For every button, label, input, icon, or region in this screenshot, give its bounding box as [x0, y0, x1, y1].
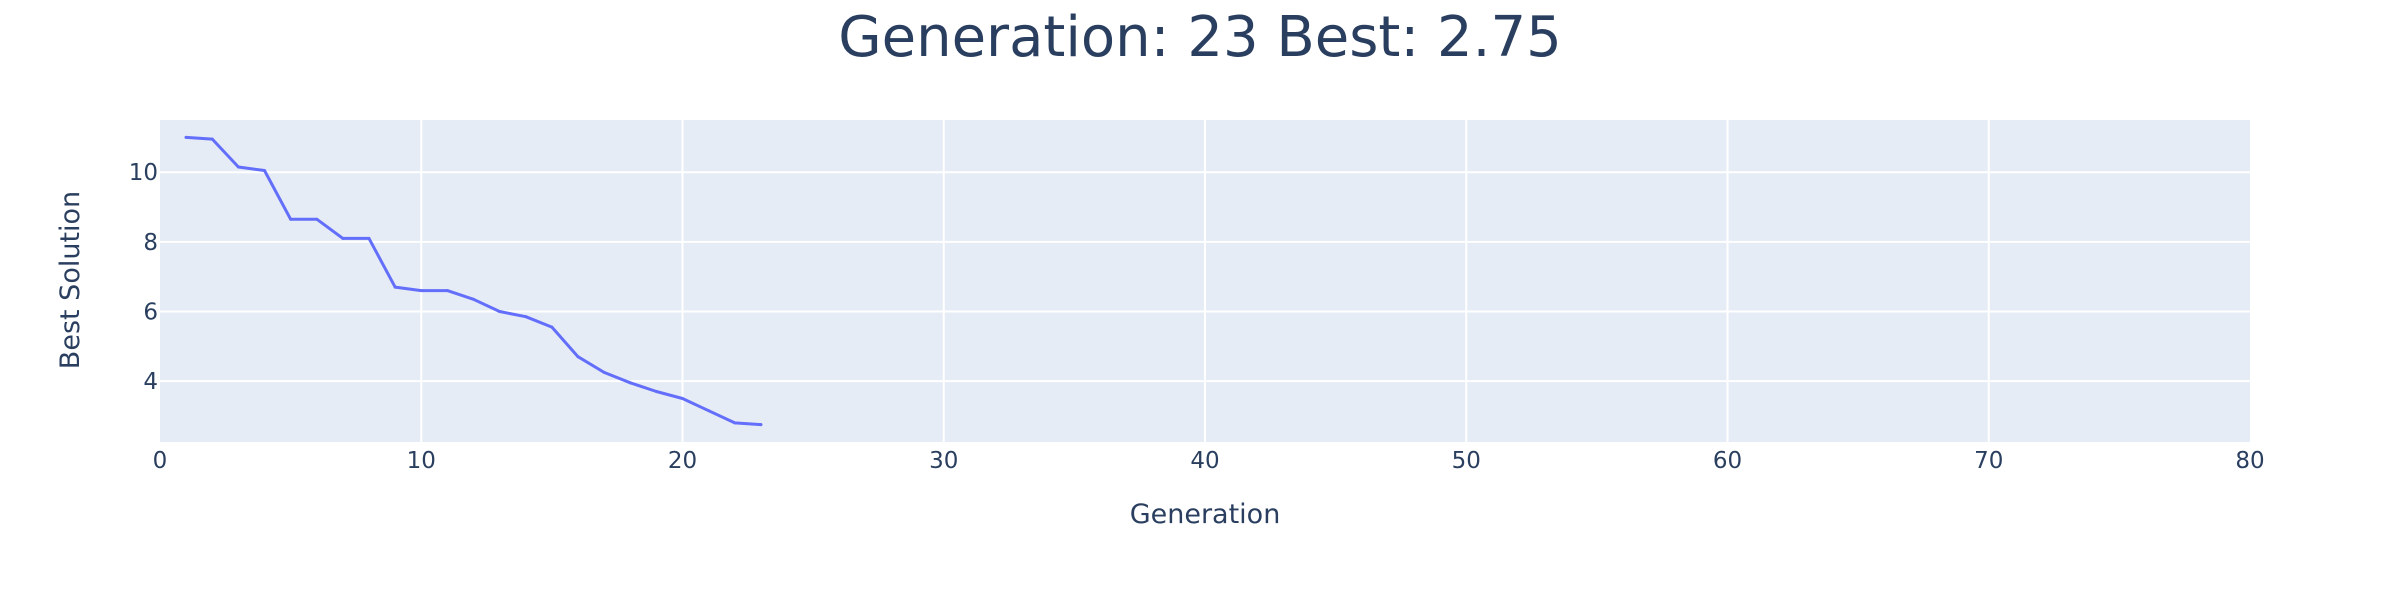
x-tick-label: 80 [2235, 448, 2264, 474]
data-point [759, 423, 763, 427]
data-point [341, 236, 345, 240]
tick-labels: 0 10 20 30 40 50 60 70 80 4 6 8 10 [129, 160, 2265, 474]
data-point [184, 135, 188, 139]
data-point [315, 217, 319, 221]
data-point [263, 168, 266, 172]
data-point [654, 390, 658, 394]
x-tick-label: 70 [1974, 448, 2003, 474]
data-point [236, 165, 240, 169]
data-point [550, 325, 554, 329]
y-axis-label: Best Solution [55, 191, 86, 369]
data-point [576, 355, 580, 359]
x-tick-label: 20 [668, 448, 697, 474]
x-tick-label: 0 [153, 448, 168, 474]
data-point [524, 315, 528, 319]
data-point [707, 409, 711, 413]
grid-lines [160, 120, 2250, 442]
data-point [602, 370, 606, 374]
y-tick-label: 10 [129, 160, 158, 186]
y-tick-label: 6 [143, 299, 158, 325]
data-point [628, 381, 632, 385]
series-layer [184, 135, 763, 427]
x-tick-label: 30 [929, 448, 958, 474]
data-point [393, 285, 397, 289]
y-tick-label: 4 [143, 369, 158, 395]
data-point [445, 289, 449, 293]
x-tick-label: 40 [1190, 448, 1219, 474]
data-point [210, 137, 214, 141]
chart-title: Generation: 23 Best: 2.75 [838, 5, 1562, 70]
data-point [733, 421, 737, 425]
data-point [367, 236, 371, 240]
data-point [289, 217, 293, 221]
data-point [419, 289, 423, 293]
x-tick-label: 50 [1452, 448, 1481, 474]
data-point [472, 297, 475, 301]
y-tick-label: 8 [143, 230, 158, 256]
x-tick-label: 10 [407, 448, 436, 474]
data-point [681, 396, 684, 400]
x-axis-label: Generation [1130, 499, 1281, 530]
x-tick-label: 60 [1713, 448, 1742, 474]
data-point [498, 309, 502, 313]
